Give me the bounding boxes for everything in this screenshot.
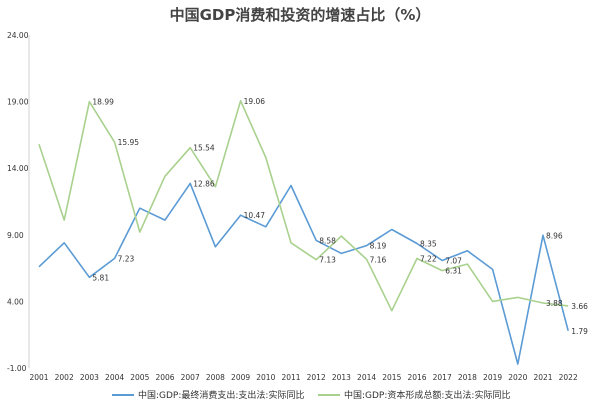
data-labels: 5.81 7.23 12.86 10.47 8.58 8.19 8.35 7.07 8.96 1.… [92, 97, 588, 336]
data-label: 6.31 [445, 267, 462, 276]
x-tick-label: 2020 [508, 373, 527, 382]
data-label: 1.79 [571, 327, 588, 336]
y-axis-ticks: -1.00 4.00 9.00 14.00 19.00 24.00 [7, 31, 29, 373]
series-line-2 [38, 100, 569, 312]
y-tick-label: 4.00 [7, 297, 24, 306]
x-tick-label: 2004 [105, 373, 124, 382]
series-layer [38, 100, 569, 365]
data-label: 5.81 [92, 273, 109, 282]
data-label: 7.23 [118, 254, 135, 263]
data-label: 3.88 [546, 299, 563, 308]
chart-title: 中国GDP消费和投资的增速占比（%） [170, 6, 431, 24]
x-tick-label: 2022 [559, 373, 578, 382]
x-tick-label: 2017 [433, 373, 452, 382]
x-tick-label: 2016 [407, 373, 426, 382]
data-label: 8.19 [370, 242, 387, 251]
data-label: 19.06 [244, 97, 266, 106]
y-tick-label: 14.00 [7, 164, 29, 173]
x-tick-label: 2006 [155, 373, 174, 382]
x-tick-label: 2008 [206, 373, 225, 382]
x-tick-label: 2010 [256, 373, 275, 382]
data-label: 7.16 [370, 255, 387, 264]
x-tick-label: 2015 [382, 373, 401, 382]
y-tick-label: 9.00 [7, 231, 24, 240]
x-tick-label: 2014 [357, 373, 376, 382]
legend: 中国:GDP:最终消费支出:支出法:实际同比 中国:GDP:资本形成总额:支出法:… [112, 389, 510, 401]
data-label: 18.99 [92, 98, 114, 107]
data-label: 15.95 [118, 138, 140, 147]
data-label: 7.07 [445, 257, 462, 266]
x-tick-label: 2012 [307, 373, 326, 382]
series-line-1 [38, 182, 569, 365]
data-label: 12.86 [193, 179, 215, 188]
x-tick-label: 2007 [181, 373, 200, 382]
data-label: 15.54 [193, 144, 215, 153]
x-tick-label: 2005 [130, 373, 149, 382]
x-tick-label: 2002 [55, 373, 74, 382]
data-label: 3.66 [571, 302, 588, 311]
y-tick-label: -1.00 [7, 364, 27, 373]
legend-label: 中国:GDP:资本形成总额:支出法:实际同比 [344, 389, 510, 401]
x-tick-label: 2011 [281, 373, 300, 382]
data-label: 7.22 [420, 255, 437, 264]
x-tick-label: 2019 [483, 373, 502, 382]
legend-label: 中国:GDP:最终消费支出:支出法:实际同比 [138, 389, 304, 401]
x-tick-label: 2013 [332, 373, 351, 382]
data-label: 8.35 [420, 239, 437, 248]
x-tick-label: 2021 [533, 373, 552, 382]
y-tick-label: 19.00 [7, 98, 29, 107]
data-label: 8.96 [546, 231, 563, 240]
data-label: 7.13 [319, 256, 336, 265]
x-tick-label: 2009 [231, 373, 250, 382]
x-axis-ticks: 2001 2002 2003 2004 2005 2006 2007 2008 2009 2010… [29, 373, 578, 382]
x-tick-label: 2018 [458, 373, 477, 382]
data-label: 8.58 [319, 236, 336, 245]
y-tick-label: 24.00 [7, 31, 29, 40]
x-tick-label: 2003 [80, 373, 99, 382]
data-label: 10.47 [244, 211, 266, 220]
x-tick-label: 2001 [29, 373, 48, 382]
